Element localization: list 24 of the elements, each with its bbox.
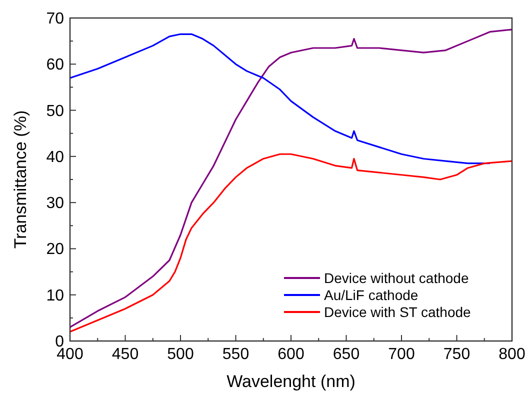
line-series bbox=[70, 28, 512, 328]
x-tick-label: 600 bbox=[278, 346, 304, 363]
y-axis-title: Transmittance (%) bbox=[11, 110, 30, 249]
y-tick-label: 20 bbox=[46, 241, 64, 258]
x-tick-label: 700 bbox=[388, 346, 415, 363]
y-tick-label: 30 bbox=[46, 195, 64, 212]
legend-label: Device without cathode bbox=[324, 270, 469, 286]
x-axis-title: Wavelenght (nm) bbox=[226, 372, 356, 391]
line-series bbox=[70, 153, 512, 333]
y-tick-label: 70 bbox=[46, 10, 64, 28]
y-tick-label: 10 bbox=[46, 287, 64, 304]
line-series bbox=[70, 33, 491, 164]
x-tick-label: 800 bbox=[498, 346, 526, 363]
x-tick-label: 550 bbox=[222, 346, 250, 363]
x-tick-label: 750 bbox=[443, 346, 470, 363]
legend-label: Device with ST cathode bbox=[324, 304, 472, 320]
x-tick-label: 450 bbox=[112, 346, 139, 363]
y-tick-label: 40 bbox=[46, 148, 64, 166]
y-tick-label: 50 bbox=[46, 102, 64, 120]
x-tick-label: 400 bbox=[56, 346, 84, 363]
x-tick-label: 650 bbox=[332, 346, 360, 363]
y-tick-label: 60 bbox=[46, 56, 64, 74]
legend-label: Au/LiF cathode bbox=[324, 287, 418, 303]
x-tick-label: 500 bbox=[167, 346, 194, 363]
